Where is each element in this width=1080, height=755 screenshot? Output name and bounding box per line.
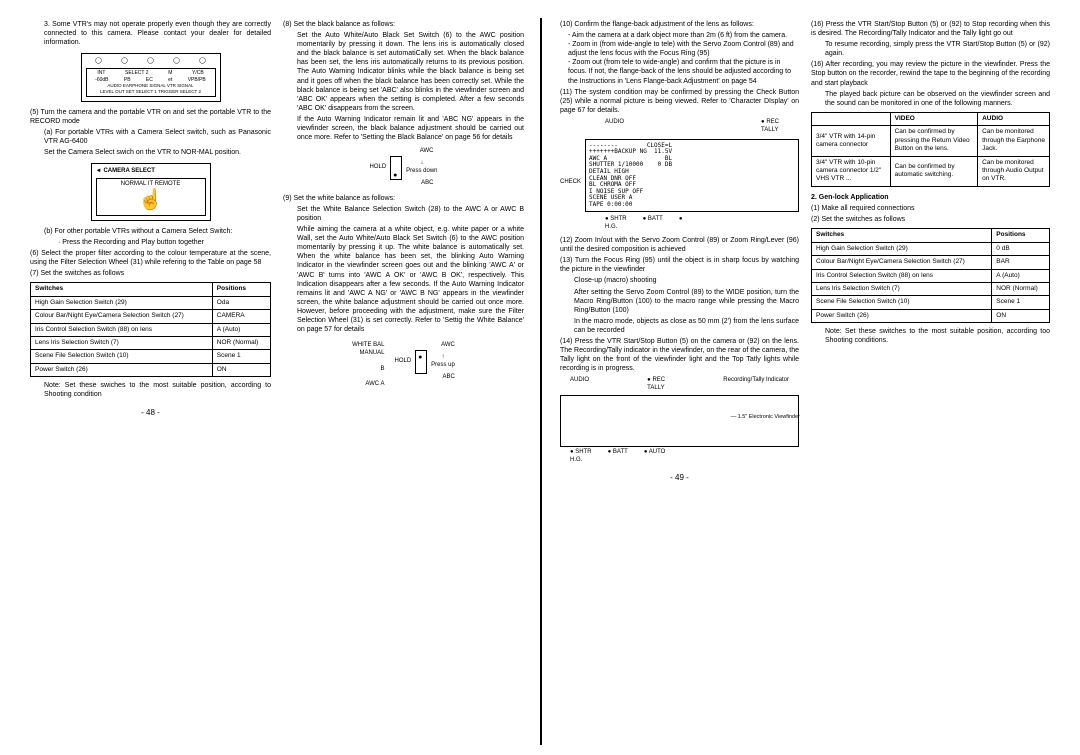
p49-col-b: (16) Press the VTR Start/Stop Button (5)… xyxy=(805,18,1056,745)
para-8a: Set the Auto White/Auto Black Set Switch… xyxy=(297,31,524,113)
para-13c: In the macro mode, objects as close as 5… xyxy=(574,317,799,335)
para-7: (7) Set the switches as follows xyxy=(30,269,271,278)
para-14: (14) Press the VTR Start/Stop Button (5)… xyxy=(560,337,799,373)
para-5b: (b) For other portable VTRs without a Ca… xyxy=(44,227,271,236)
para-8b: If the Auto Warning Indicator remain lit… xyxy=(297,115,524,142)
para-16a2: To resume recording, simply press the VT… xyxy=(825,40,1050,58)
connector-diagram: ◯◯◯◯◯ INTSELECT 2MY/CB -60dB PB EC et VP… xyxy=(81,53,221,101)
para-5b2: · Press the Recording and Play button to… xyxy=(58,238,271,247)
page-48: 3. Some VTR's may not operate properly e… xyxy=(24,18,540,745)
para-10a: Aim the camera at a dark object more tha… xyxy=(568,31,799,40)
page-49: (10) Confirm the flange-back adjustment … xyxy=(540,18,1056,745)
switches-table-2: SwitchesPositions High Gain Selection Sw… xyxy=(811,228,1050,323)
para-16a: (16) Press the VTR Start/Stop Button (5)… xyxy=(811,20,1050,38)
para-5a: (a) For portable VTRs with a Camera Sele… xyxy=(44,128,271,146)
para-8: (8) Set the black balance as follows: xyxy=(283,20,524,29)
para-16b: (16) After recording, you may review the… xyxy=(811,60,1050,87)
awc-abc-diagram: AWC HOLD ● ↓Press down ABC xyxy=(283,148,524,188)
para-10: (10) Confirm the flange-back adjustment … xyxy=(560,20,799,29)
para-12: (12) Zoom In/out with the Servo Zoom Con… xyxy=(560,236,799,254)
para-5: (5) Turn the camera and the portable VTR… xyxy=(30,108,271,126)
para-9b: While aiming the camera at a white objec… xyxy=(297,225,524,334)
page-num-49: - 49 - xyxy=(560,473,799,483)
para-6: (6) Select the proper filter according t… xyxy=(30,249,271,267)
para-9a: Set the White Balance Selection Switch (… xyxy=(297,205,524,223)
viewfinder-display-diagram: CHECK AUDIO ● RECTALLY -------- CLOSE=L … xyxy=(560,119,799,232)
para-10b: Zoom in (from wide-angle to tele) with t… xyxy=(568,40,799,58)
p48-col-b: (8) Set the black balance as follows: Se… xyxy=(277,18,530,745)
para-11: (11) The system condition may be confirm… xyxy=(560,88,799,115)
white-bal-diagram: WHITE BAL MANUAL B AWC A AWC HOLD ● xyxy=(283,340,524,389)
p48-col-a: 3. Some VTR's may not operate properly e… xyxy=(24,18,277,745)
camera-select-diagram: ◄CAMERA SELECT NORMAL IT REMOTE ☝ xyxy=(91,163,211,221)
para-3: 3. Some VTR's may not operate properly e… xyxy=(44,20,271,47)
para-13a: Close-up (macro) shooting xyxy=(574,276,799,285)
note-1: Note: Set these swiches to the most suit… xyxy=(44,381,271,399)
evf-diagram: AUDIO ● RECTALLY Recording/Tally Indicat… xyxy=(560,377,799,464)
para-13: (13) Turn the Focus Ring (95) until the … xyxy=(560,256,799,274)
section-2-title: 2. Gen-lock Application xyxy=(811,193,1050,202)
para-13b: After setting the Servo Zoom Control (89… xyxy=(574,288,799,315)
video-audio-table: VIDEO AUDIO 3/4" VTR with 14-pin camera … xyxy=(811,112,1050,187)
para-10c: Zoom out (from tele to wide-angle) and c… xyxy=(568,58,799,85)
s2-2: (2) Set the switches as follows xyxy=(811,215,1050,224)
page: 3. Some VTR's may not operate properly e… xyxy=(0,0,1080,755)
page-num-48: - 48 - xyxy=(30,408,271,418)
s2-1: (1) Make all required connections xyxy=(811,204,1050,213)
note-2: Note: Set these switches to the most sui… xyxy=(825,327,1050,345)
p49-col-a: (10) Confirm the flange-back adjustment … xyxy=(554,18,805,745)
para-5a2: Set the Camera Select swich on the VTR t… xyxy=(44,148,271,157)
switches-table-1: SwitchesPositions High Gain Selection Sw… xyxy=(30,282,271,377)
para-16c: The played back picture can be observed … xyxy=(825,90,1050,108)
para-9: (9) Set the white balance as follows: xyxy=(283,194,524,203)
